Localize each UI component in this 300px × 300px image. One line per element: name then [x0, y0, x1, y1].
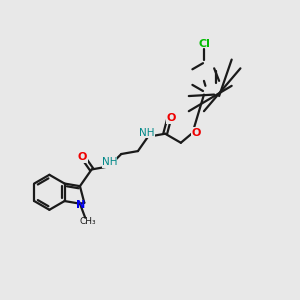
Text: NH: NH: [102, 157, 117, 167]
Text: CH₃: CH₃: [79, 217, 96, 226]
Text: NH: NH: [139, 128, 154, 138]
Text: O: O: [167, 113, 176, 124]
Text: N: N: [76, 200, 86, 210]
Text: Cl: Cl: [198, 39, 210, 50]
Text: O: O: [191, 128, 201, 138]
Text: O: O: [78, 152, 87, 162]
